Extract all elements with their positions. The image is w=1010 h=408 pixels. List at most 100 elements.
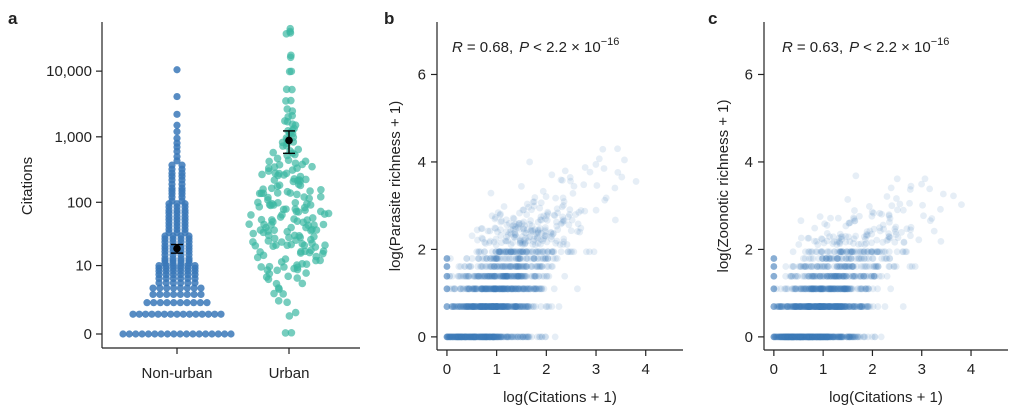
scatter-point (523, 226, 531, 234)
scatter-point (454, 333, 462, 341)
urban-point (285, 312, 294, 320)
scatter-point (489, 285, 497, 293)
scatter-point (459, 303, 467, 310)
scatter-point (475, 333, 483, 341)
scatter-point (494, 209, 502, 217)
scatter-point (865, 263, 873, 270)
scatter-point (516, 263, 524, 270)
scatter-point (459, 285, 467, 293)
scatter-point (502, 333, 510, 341)
scatter-point (523, 333, 530, 341)
scatter-point (479, 272, 487, 280)
scatter-point (618, 173, 626, 181)
urban-point (270, 176, 279, 184)
scatter-point (500, 285, 507, 293)
scatter-point (513, 303, 520, 310)
scatter-point (523, 285, 530, 293)
non-urban-point (177, 279, 185, 287)
scatter-point (448, 272, 456, 280)
scatter-point (481, 303, 489, 310)
urban-point (287, 96, 295, 105)
scatter-point (543, 272, 551, 280)
scatter-point (512, 272, 519, 280)
scatter-point (545, 272, 553, 280)
scatter-point (489, 333, 497, 341)
scatter-point (488, 248, 496, 256)
scatter-point (892, 263, 900, 270)
scatter-point (481, 248, 489, 256)
scatter-point (508, 248, 515, 256)
scatter-point (449, 333, 457, 341)
scatter-point (517, 248, 524, 256)
scatter-point (490, 303, 498, 310)
scatter-point (488, 263, 496, 270)
scatter-point (535, 226, 542, 234)
scatter-point (557, 220, 565, 228)
scatter-point (502, 272, 510, 280)
scatter-point (504, 333, 512, 341)
scatter-point (487, 333, 495, 341)
scatter-point (488, 333, 496, 341)
scatter-point (489, 303, 496, 310)
y-tick-label: 100 (67, 194, 92, 211)
urban-point (287, 51, 295, 60)
scatter-point (534, 233, 541, 241)
non-urban-point (162, 279, 170, 287)
scatter-point (509, 272, 517, 280)
scatter-point (470, 333, 478, 341)
panel-c: c log(Zoonotic richness + 1) log(Citatio… (708, 9, 1008, 406)
scatter-point (538, 263, 545, 270)
scatter-point (471, 333, 479, 341)
scatter-point (511, 229, 519, 237)
scatter-point (529, 198, 537, 206)
scatter-point (937, 237, 945, 245)
x-tick-label: 1 (492, 361, 500, 378)
scatter-point (549, 230, 557, 238)
scatter-point (537, 199, 545, 207)
scatter-point (505, 272, 513, 280)
scatter-point (527, 227, 535, 234)
scatter-point (497, 210, 504, 218)
scatter-point (523, 255, 530, 262)
scatter-point (527, 272, 535, 280)
urban-point (287, 328, 296, 337)
scatter-point (561, 167, 569, 175)
scatter-point (486, 272, 494, 280)
scatter-point (513, 333, 521, 341)
scatter-point (465, 303, 473, 310)
urban-point (262, 273, 271, 281)
panel-b-y-axis-label: log(Parasite richness + 1) (387, 101, 404, 272)
scatter-point (466, 333, 473, 341)
scatter-point (463, 333, 471, 341)
scatter-point (468, 333, 476, 341)
urban-point (306, 187, 314, 195)
scatter-point (504, 248, 512, 256)
scatter-point (522, 333, 529, 341)
scatter-point (504, 285, 512, 293)
scatter-point (863, 255, 871, 262)
scatter-point (544, 248, 551, 256)
scatter-point (824, 303, 832, 310)
scatter-point (479, 303, 487, 310)
scatter-point (486, 272, 494, 280)
scatter-point (501, 285, 509, 293)
scatter-point (493, 303, 501, 310)
scatter-point (491, 285, 499, 293)
scatter-point (531, 263, 539, 270)
scatter-point (494, 333, 502, 341)
scatter-point (492, 285, 500, 293)
scatter-point (482, 303, 490, 310)
scatter-point (496, 285, 503, 293)
scatter-point (467, 303, 474, 310)
scatter-point (871, 272, 878, 280)
scatter-point (877, 333, 885, 341)
scatter-point (491, 215, 499, 223)
scatter-point (486, 333, 494, 341)
scatter-point (492, 214, 499, 221)
scatter-point (506, 272, 514, 280)
scatter-point (490, 272, 498, 280)
scatter-point (477, 303, 485, 310)
urban-point (283, 227, 292, 236)
scatter-point (455, 333, 463, 341)
scatter-point (497, 303, 505, 310)
